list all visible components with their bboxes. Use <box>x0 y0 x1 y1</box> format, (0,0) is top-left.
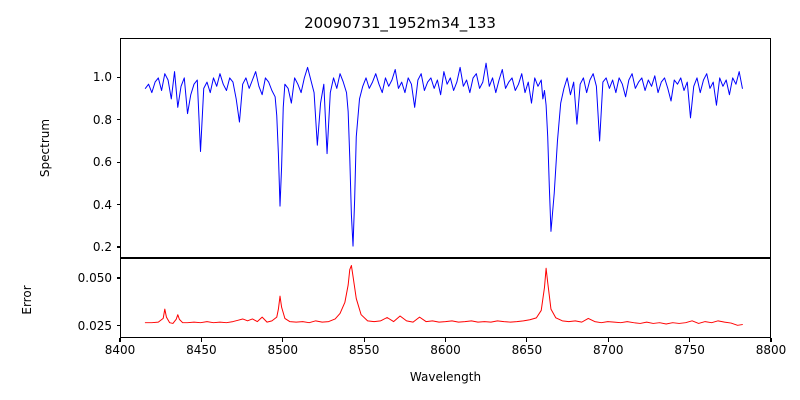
spectrum-y-tick-label: 1.0 <box>92 70 112 85</box>
error-plot-area <box>120 258 771 338</box>
spectrum-y-tick-mark <box>116 119 120 121</box>
x-tick-mark <box>200 338 202 342</box>
x-tick-mark <box>607 338 609 342</box>
spectrum-y-tick-label: 0.2 <box>92 239 112 254</box>
x-tick-label: 8700 <box>592 343 624 357</box>
x-tick-label: 8750 <box>674 343 705 357</box>
error-y-tick-mark <box>116 325 120 327</box>
error-line <box>144 265 743 326</box>
x-tick-mark <box>444 338 447 342</box>
x-axis-label: Wavelength <box>409 370 482 384</box>
x-tick-label: 8450 <box>186 343 217 357</box>
spectrum-plot-area <box>120 38 771 258</box>
x-tick-label: 8400 <box>104 343 136 357</box>
error-y-tick-label: 0.025 <box>77 318 112 333</box>
x-tick-mark <box>770 338 772 342</box>
x-tick-mark <box>526 338 528 342</box>
spectrum-y-tick-mark <box>116 203 120 206</box>
spectrum-y-tick-mark <box>116 246 120 248</box>
spectrum-y-tick-label: 0.8 <box>92 112 112 127</box>
x-tick-label: 8650 <box>511 343 543 357</box>
spectrum-y-tick-mark <box>116 161 120 163</box>
x-tick-mark <box>363 338 365 342</box>
spectrum-series <box>144 62 743 247</box>
figure-title: 20090731_1952m34_133 <box>304 14 496 32</box>
x-tick-label: 8800 <box>755 343 787 357</box>
spectrum-y-tick-mark <box>116 76 120 78</box>
spectrum-line <box>144 62 743 247</box>
x-tick-label: 8500 <box>267 343 299 357</box>
error-series <box>144 265 743 326</box>
x-tick-mark <box>282 338 284 342</box>
x-tick-mark <box>119 338 121 342</box>
error-y-axis-label: Error <box>20 285 34 315</box>
x-tick-label: 8550 <box>348 343 380 357</box>
spectrum-y-tick-label: 0.6 <box>92 155 112 170</box>
error-y-tick-label: 0.050 <box>77 271 112 285</box>
error-y-tick-mark <box>116 277 120 279</box>
x-tick-mark <box>689 338 691 342</box>
spectrum-y-tick-label: 0.4 <box>92 197 112 212</box>
x-tick-label: 8600 <box>430 343 461 357</box>
